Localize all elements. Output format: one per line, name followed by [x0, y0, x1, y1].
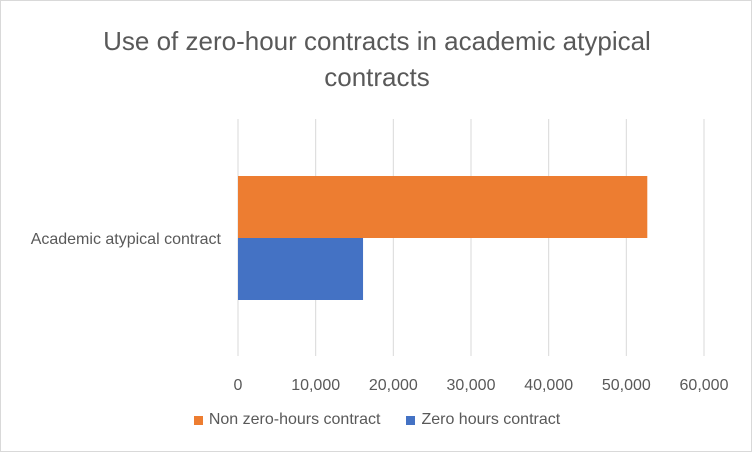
x-tick-label-0: 0: [234, 377, 243, 394]
legend-item-zero-hours: Zero hours contract: [406, 411, 560, 429]
bar-zero-hours-contract: [238, 238, 364, 300]
chart-title: Use of zero-hour contracts in academic a…: [1, 23, 752, 95]
x-tick-label-1: 10,000: [291, 377, 340, 394]
x-tick-label-4: 40,000: [524, 377, 573, 394]
x-tick-label-3: 30,000: [447, 377, 496, 394]
x-tick-label-6: 60,000: [680, 377, 729, 394]
x-tick-label-2: 20,000: [369, 377, 418, 394]
legend-label-zero-hours: Zero hours contract: [421, 411, 561, 428]
chart-title-line-1: Use of zero-hour contracts in academic a…: [103, 26, 651, 56]
legend-swatch-non-zero-hours: [193, 415, 203, 425]
x-tick-label-5: 50,000: [602, 377, 651, 394]
legend-label-non-zero-hours: Non zero-hours contract: [208, 411, 381, 428]
bar-non-zero-hours-contract: [238, 176, 648, 238]
chart-title-line-2: contracts: [324, 62, 430, 92]
legend-swatch-zero-hours: [406, 415, 416, 425]
chart-legend: Non zero-hours contract Zero hours contr…: [1, 411, 752, 429]
legend-item-non-zero-hours: Non zero-hours contract: [193, 411, 381, 429]
y-category-label: Academic atypical contract: [31, 231, 222, 248]
